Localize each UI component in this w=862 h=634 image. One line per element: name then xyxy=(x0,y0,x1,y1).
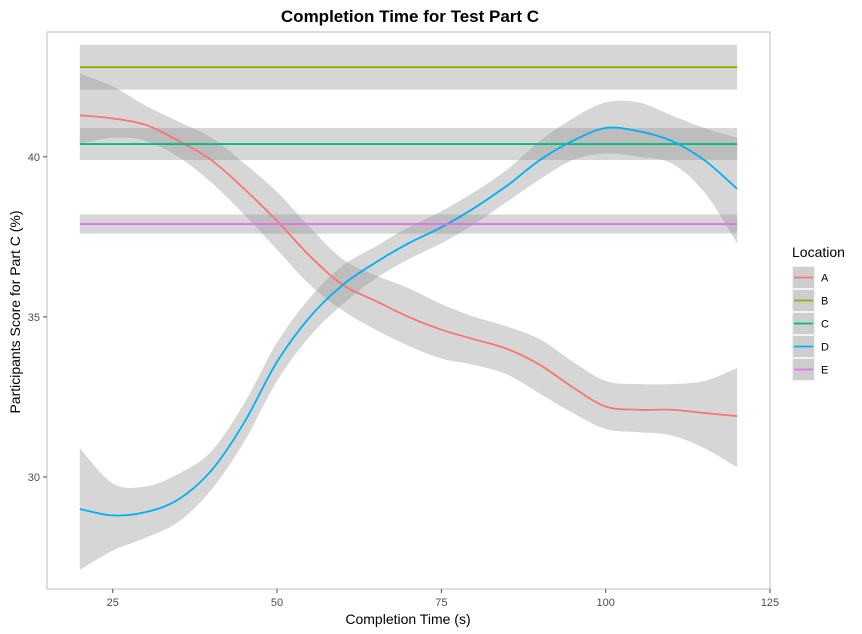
y-tick-label: 35 xyxy=(28,312,40,324)
x-tick-label: 25 xyxy=(107,597,119,609)
chart-title: Completion Time for Test Part C xyxy=(281,7,539,26)
legend-label-c: C xyxy=(821,319,829,331)
x-tick-label: 75 xyxy=(435,597,447,609)
plot-area xyxy=(46,31,771,590)
y-tick-label: 40 xyxy=(28,152,40,164)
legend-title: Location xyxy=(792,244,845,260)
series-line-d xyxy=(79,126,738,517)
confidence-band-a xyxy=(79,73,738,468)
series-line-a xyxy=(79,114,738,418)
y-axis-title: Participants Score for Part C (%) xyxy=(7,210,23,413)
x-tick-label: 100 xyxy=(597,597,615,609)
x-axis: 25 50 75 100 125 xyxy=(107,589,779,609)
x-tick-label: 50 xyxy=(271,597,283,609)
x-tick-label: 125 xyxy=(761,597,779,609)
x-axis-title: Completion Time (s) xyxy=(345,611,470,627)
legend-label-d: D xyxy=(821,342,829,354)
legend-label-e: E xyxy=(821,365,828,377)
legend-label-a: A xyxy=(821,273,829,285)
legend-label-b: B xyxy=(821,296,828,308)
y-tick-label: 30 xyxy=(28,472,40,484)
y-axis: 30 35 40 xyxy=(28,152,47,484)
confidence-band-d xyxy=(79,100,738,570)
plot-panel xyxy=(46,31,771,590)
